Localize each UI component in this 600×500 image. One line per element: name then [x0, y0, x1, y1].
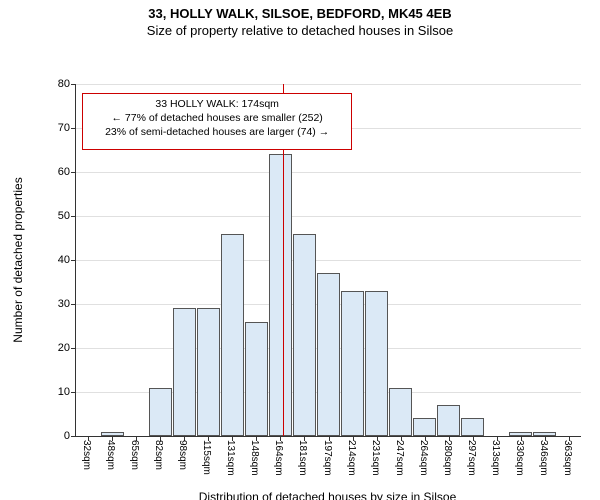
chart-title-sub: Size of property relative to detached ho… — [0, 21, 600, 38]
ytick-label: 0 — [64, 430, 76, 442]
xtick-label: 148sqm — [249, 440, 260, 476]
ytick-label: 10 — [58, 386, 76, 398]
xtick-label: 82sqm — [153, 440, 164, 470]
histogram-bar — [149, 388, 172, 436]
xtick-label: 330sqm — [514, 440, 525, 476]
xtick-label: 115sqm — [201, 440, 212, 475]
xtick-label: 297sqm — [466, 440, 477, 476]
xtick-label: 231sqm — [370, 440, 381, 476]
xtick-label: 214sqm — [346, 440, 357, 476]
histogram-bar — [437, 405, 460, 436]
ytick-label: 30 — [58, 298, 76, 310]
xtick-label: 363sqm — [562, 440, 573, 476]
y-axis-label: Number of detached properties — [11, 177, 25, 342]
xtick-label: 264sqm — [418, 440, 429, 476]
histogram-bar — [293, 234, 316, 436]
gridline — [76, 172, 581, 173]
histogram-bar — [461, 418, 484, 436]
histogram-bar — [245, 322, 268, 436]
histogram-bar — [341, 291, 364, 436]
xtick-label: 164sqm — [273, 440, 284, 476]
histogram-bar — [365, 291, 388, 436]
xtick-label: 313sqm — [490, 440, 501, 476]
histogram-bar — [221, 234, 244, 436]
histogram-bar — [317, 273, 340, 436]
ytick-label: 40 — [58, 254, 76, 266]
xtick-label: 98sqm — [177, 440, 188, 470]
histogram-bar — [173, 308, 196, 436]
histogram-bar — [269, 154, 292, 436]
ytick-label: 80 — [58, 78, 76, 90]
xtick-label: 280sqm — [442, 440, 453, 476]
histogram-bar — [197, 308, 220, 436]
xtick-label: 131sqm — [225, 440, 236, 476]
chart-title-main: 33, HOLLY WALK, SILSOE, BEDFORD, MK45 4E… — [0, 0, 600, 21]
gridline — [76, 84, 581, 85]
gridline — [76, 216, 581, 217]
histogram-bar — [389, 388, 412, 436]
annotation-line: 23% of semi-detached houses are larger (… — [89, 125, 345, 139]
ytick-label: 70 — [58, 122, 76, 134]
x-axis-label: Distribution of detached houses by size … — [199, 490, 456, 500]
xtick-label: 32sqm — [81, 440, 92, 470]
histogram-bar — [413, 418, 436, 436]
gridline — [76, 260, 581, 261]
ytick-label: 20 — [58, 342, 76, 354]
plot-area: 0102030405060708032sqm48sqm65sqm82sqm98s… — [75, 84, 581, 437]
xtick-label: 247sqm — [394, 440, 405, 476]
xtick-label: 197sqm — [322, 440, 333, 476]
ytick-label: 60 — [58, 166, 76, 178]
xtick-label: 181sqm — [297, 440, 308, 476]
xtick-label: 65sqm — [129, 440, 140, 470]
xtick-label: 346sqm — [538, 440, 549, 476]
ytick-label: 50 — [58, 210, 76, 222]
annotation-line: 33 HOLLY WALK: 174sqm — [89, 97, 345, 111]
annotation-box: 33 HOLLY WALK: 174sqm← 77% of detached h… — [82, 93, 352, 150]
xtick-label: 48sqm — [105, 440, 116, 470]
annotation-line: ← 77% of detached houses are smaller (25… — [89, 111, 345, 125]
